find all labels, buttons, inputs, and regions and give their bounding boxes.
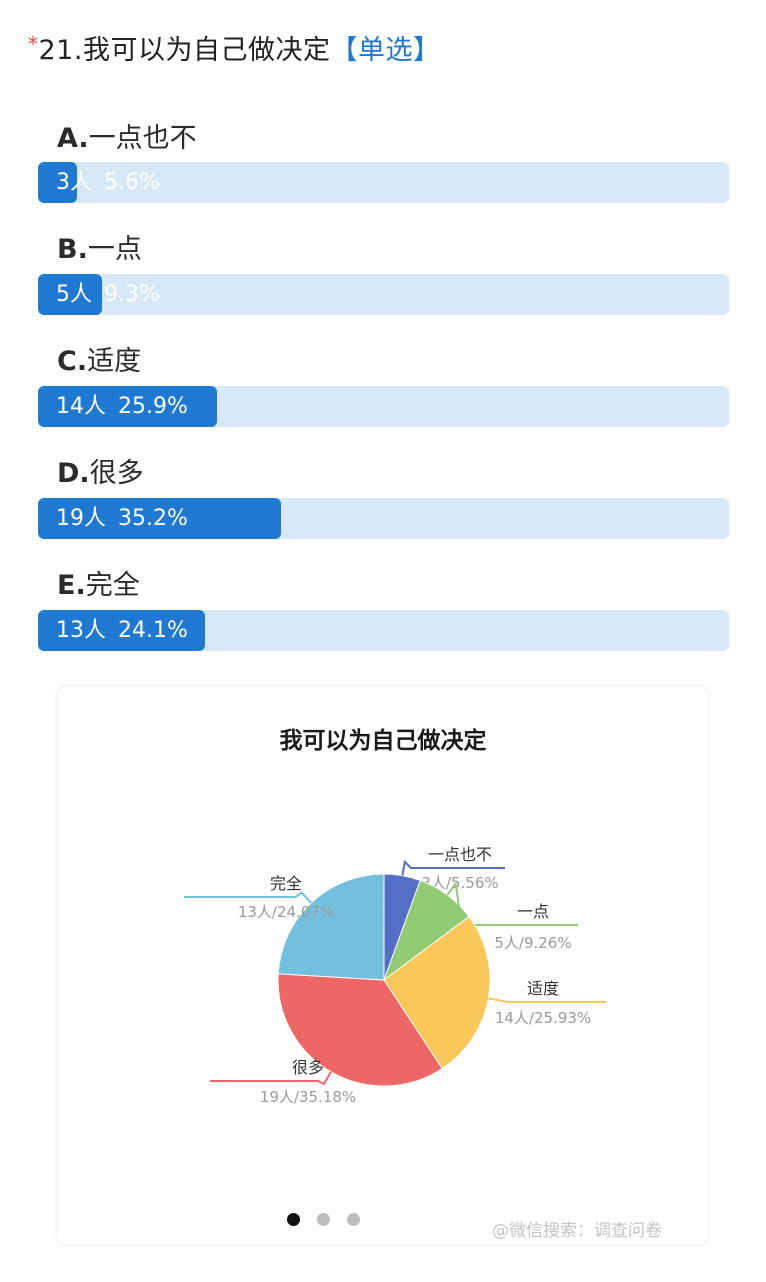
option-b-label: B.一点 <box>57 227 142 266</box>
option-percent: 9.3% <box>104 282 160 307</box>
option-count: 19人 <box>56 506 106 531</box>
option-text: 一点也不 <box>89 123 197 154</box>
option-d-bar: 19人 35.2% <box>38 498 729 539</box>
pager-dot[interactable] <box>287 1213 300 1226</box>
option-a-bar: 3人 5.6% <box>38 162 729 203</box>
option-b-bar: 5人 9.3% <box>38 274 729 315</box>
option-letter: D. <box>57 458 90 489</box>
pie-slice-label: 完全 <box>270 874 302 893</box>
option-letter: B. <box>57 234 88 265</box>
pie-leader-line <box>488 998 606 1002</box>
option-e-stats: 13人 24.1% <box>56 610 188 651</box>
pie-slice-label: 很多 <box>292 1058 324 1077</box>
option-percent: 25.9% <box>118 394 188 419</box>
pie-slice-value: 5人/9.26% <box>494 934 571 952</box>
pie-slice-value: 13人/24.07% <box>238 903 334 921</box>
option-letter: E. <box>57 570 86 601</box>
pie-slice-label: 适度 <box>527 979 559 998</box>
option-b-stats: 5人 9.3% <box>56 274 160 315</box>
option-c-bar: 14人 25.9% <box>38 386 729 427</box>
required-mark: * <box>28 32 39 56</box>
option-percent: 5.6% <box>104 170 160 195</box>
pie-chart-card: 我可以为自己做决定 一点也不 3人/5.56% 一点 5人/9.26% 适度 14人/25… <box>58 687 708 1244</box>
option-count: 3人 <box>56 170 92 195</box>
option-count: 14人 <box>56 394 106 419</box>
watermark: @微信搜索：调查问卷 <box>492 1216 662 1241</box>
question-type-label: 【单选】 <box>330 35 440 66</box>
question-text: 21.我可以为自己做决定 <box>39 35 331 66</box>
option-count: 5人 <box>56 282 92 307</box>
pie-chart: 一点也不3人/5.56%一点5人/9.26%适度14人/25.93%很多19人/… <box>58 687 708 1244</box>
option-text: 很多 <box>90 458 144 489</box>
question-title: *21.我可以为自己做决定【单选】 <box>28 28 440 67</box>
pie-slice-label: 一点 <box>517 902 549 921</box>
option-percent: 24.1% <box>118 618 188 643</box>
pager-dot[interactable] <box>347 1213 360 1226</box>
pie-slice-label: 一点也不 <box>428 845 492 864</box>
pie-slice-value: 14人/25.93% <box>495 1009 591 1027</box>
option-text: 完全 <box>86 570 140 601</box>
option-d-stats: 19人 35.2% <box>56 498 188 539</box>
option-c-stats: 14人 25.9% <box>56 386 188 427</box>
option-percent: 35.2% <box>118 506 188 531</box>
option-e-bar: 13人 24.1% <box>38 610 729 651</box>
option-count: 13人 <box>56 618 106 643</box>
option-letter: A. <box>57 123 89 154</box>
option-text: 一点 <box>88 234 142 265</box>
pager-dot[interactable] <box>317 1213 330 1226</box>
option-letter: C. <box>57 346 87 377</box>
option-e-label: E.完全 <box>57 563 140 602</box>
option-c-label: C.适度 <box>57 339 141 378</box>
option-d-label: D.很多 <box>57 451 144 490</box>
pie-leader-line <box>184 893 311 903</box>
pie-slice-value: 19人/35.18% <box>260 1088 356 1106</box>
option-text: 适度 <box>87 346 141 377</box>
option-a-stats: 3人 5.6% <box>56 162 160 203</box>
option-a-label: A.一点也不 <box>57 116 197 155</box>
